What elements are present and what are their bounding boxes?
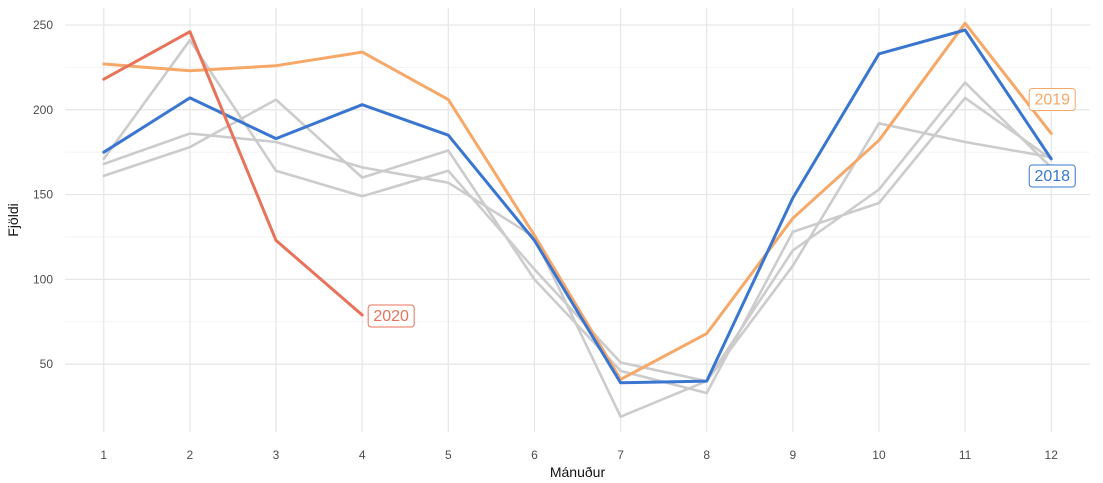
y-tick-label: 50 [40,357,54,371]
series-labels: 2019 2018 2020 [367,88,1076,328]
x-tick-label: 11 [959,448,972,462]
x-tick-label: 4 [359,448,366,462]
series-label-box [367,304,415,328]
x-tick-label: 12 [1045,448,1059,462]
x-tick-label: 10 [872,448,886,462]
x-axis-title: Mánuður [550,464,606,480]
series-label-text: 2020 [373,308,409,325]
y-tick-label: 150 [33,188,53,202]
series-line-background-1 [102,96,1053,395]
series-line-2019 [102,21,1053,381]
x-axis-ticks: 1 2 3 4 5 6 7 8 9 10 11 12 [100,448,1058,462]
series-label-text: 2019 [1034,92,1070,109]
y-tick-label: 100 [33,272,53,286]
x-tick-label: 1 [100,448,107,462]
series-lines [102,21,1053,419]
series-label-2020: 2020 [367,304,415,328]
x-tick-label: 8 [703,448,710,462]
x-tick-label: 9 [789,448,796,462]
y-axis-title: Fjöldi [5,203,21,236]
series-label-box [1028,164,1076,188]
series-line-background-3 [102,38,1053,383]
series-label-2018: 2018 [1028,164,1076,188]
series-line-2020 [102,30,364,317]
y-axis-ticks: 50 100 150 200 250 [33,18,53,371]
y-tick-label: 250 [33,18,53,32]
series-label-2019: 2019 [1028,88,1076,112]
x-tick-label: 2 [187,448,194,462]
series-line-background-2 [102,122,1053,419]
x-tick-label: 7 [617,448,624,462]
series-label-box [1028,88,1076,112]
x-tick-label: 6 [531,448,538,462]
series-line-2018 [102,28,1053,385]
y-tick-label: 200 [33,103,53,117]
grid [65,8,1090,432]
x-tick-label: 5 [445,448,452,462]
x-tick-label: 3 [273,448,280,462]
series-label-text: 2018 [1034,168,1070,185]
